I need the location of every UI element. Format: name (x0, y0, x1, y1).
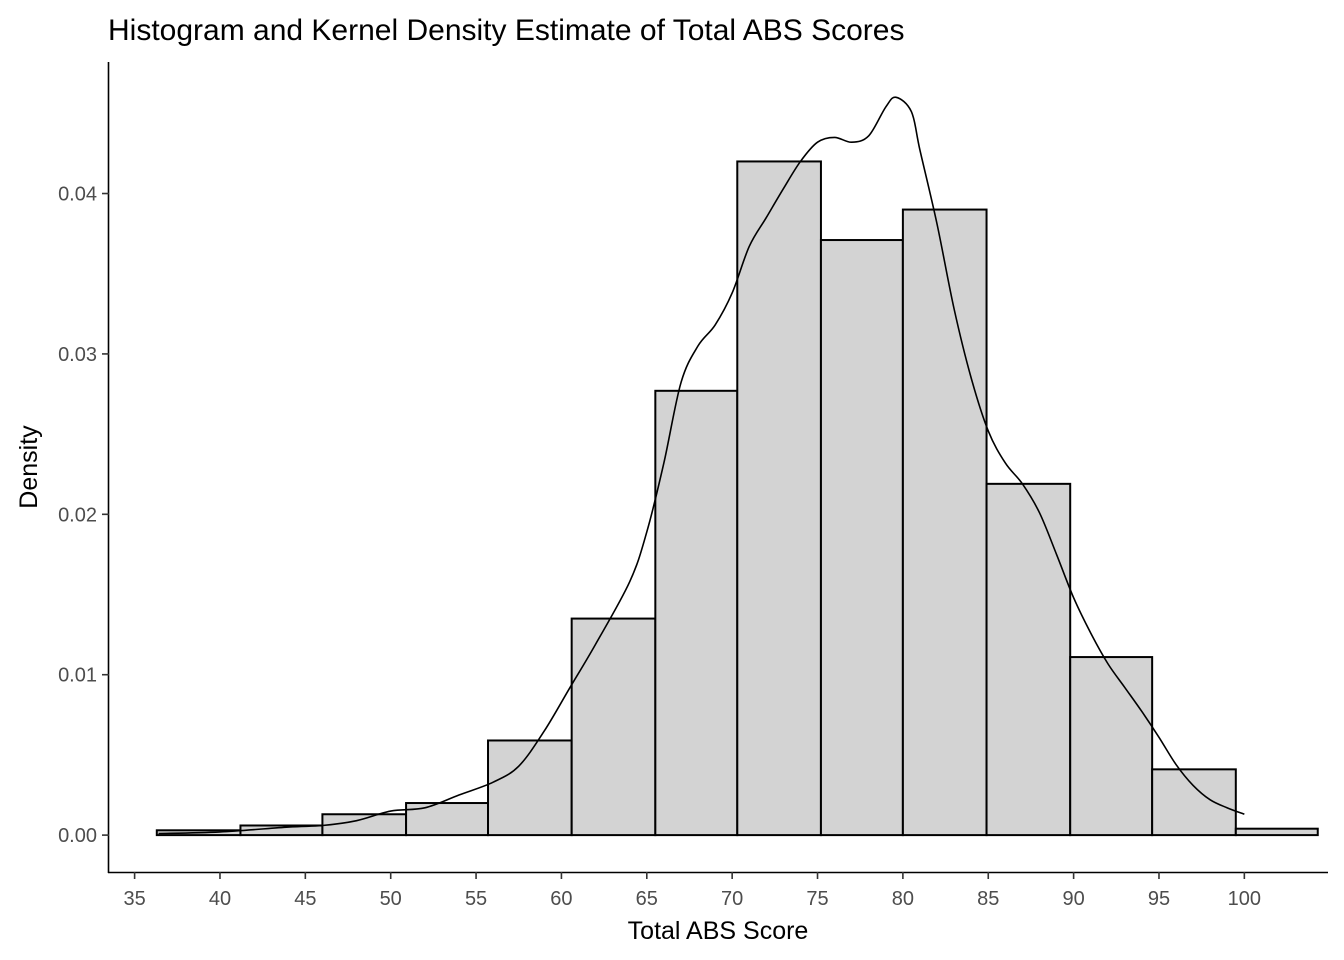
histogram-bar-14 (1234, 827, 1319, 837)
y-tick-label: 0.04 (58, 184, 97, 206)
x-axis-ticks: 35 40 45 50 55 60 65 70 75 80 85 90 95 100 (123, 872, 1261, 910)
x-tick-label: 80 (892, 888, 914, 910)
histogram-bar-12 (1069, 656, 1154, 837)
y-tick-label: 0.01 (58, 665, 97, 687)
x-tick-label: 95 (1148, 888, 1170, 910)
x-tick-label: 100 (1228, 888, 1261, 910)
x-tick-label: 65 (636, 888, 658, 910)
histogram-bar-5 (487, 739, 573, 837)
histogram-bar-10 (901, 208, 988, 837)
histogram-bar-11 (985, 482, 1072, 837)
histogram-bar-6 (570, 617, 657, 837)
histogram-bar-9 (819, 239, 904, 837)
histogram-bar-8 (736, 160, 822, 837)
histogram-bar-4 (405, 802, 490, 837)
y-axis-title: Density (15, 425, 43, 509)
y-tick-label: 0.03 (58, 344, 97, 366)
x-tick-label: 85 (977, 888, 999, 910)
histogram-bar-13 (1151, 768, 1237, 837)
x-tick-label: 55 (465, 888, 487, 910)
x-tick-label: 50 (380, 888, 402, 910)
density-curve (158, 96, 1245, 835)
histogram-bars (155, 160, 1319, 837)
x-tick-label: 90 (1062, 888, 1084, 910)
x-tick-label: 40 (209, 888, 231, 910)
x-tick-label: 70 (721, 888, 743, 910)
chart-title: Histogram and Kernel Density Estimate of… (108, 14, 904, 47)
x-tick-label: 45 (294, 888, 316, 910)
y-tick-label: 0.00 (58, 825, 97, 847)
histogram-bar-7 (654, 389, 739, 837)
x-tick-label: 75 (806, 888, 828, 910)
y-axis-ticks: 0.00 0.01 0.02 0.03 0.04 (58, 184, 109, 847)
x-axis-title: Total ABS Score (628, 917, 809, 945)
x-tick-label: 35 (123, 888, 145, 910)
y-tick-label: 0.02 (58, 504, 97, 526)
x-tick-label: 60 (550, 888, 572, 910)
